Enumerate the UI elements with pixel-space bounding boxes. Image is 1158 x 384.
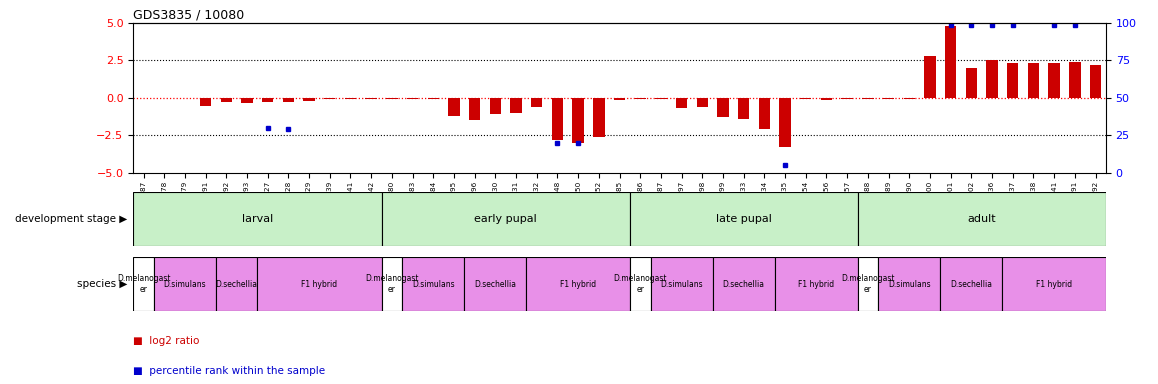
Text: F1 hybrid: F1 hybrid: [1036, 280, 1072, 289]
Bar: [448, 98, 460, 116]
Text: development stage ▶: development stage ▶: [15, 214, 127, 224]
Bar: [630, 257, 651, 311]
Bar: [1048, 63, 1060, 98]
Text: D.sechellia: D.sechellia: [475, 280, 516, 289]
Bar: [381, 257, 402, 311]
Bar: [324, 98, 336, 99]
Bar: [676, 98, 688, 108]
Text: F1 hybrid: F1 hybrid: [301, 280, 337, 289]
Bar: [800, 98, 812, 99]
Bar: [878, 257, 940, 311]
Bar: [345, 98, 357, 99]
Bar: [490, 98, 501, 114]
Bar: [779, 98, 791, 147]
Bar: [903, 98, 915, 99]
Bar: [945, 26, 957, 98]
Bar: [154, 257, 215, 311]
Bar: [842, 98, 853, 99]
Bar: [402, 257, 464, 311]
Bar: [1003, 257, 1106, 311]
Text: late pupal: late pupal: [716, 214, 771, 224]
Text: early pupal: early pupal: [475, 214, 537, 224]
Bar: [221, 98, 232, 103]
Bar: [532, 98, 542, 107]
Text: D.melanogast
er: D.melanogast er: [117, 275, 170, 294]
Text: adult: adult: [967, 214, 996, 224]
Bar: [215, 257, 257, 311]
Bar: [262, 98, 273, 102]
Bar: [366, 98, 376, 99]
Text: D.sechellia: D.sechellia: [951, 280, 992, 289]
Bar: [821, 98, 833, 100]
Bar: [738, 98, 749, 119]
Text: GDS3835 / 10080: GDS3835 / 10080: [133, 9, 244, 22]
Bar: [283, 98, 294, 103]
Bar: [469, 98, 481, 121]
Text: D.melanogast
er: D.melanogast er: [614, 275, 667, 294]
Bar: [858, 257, 878, 311]
Bar: [1069, 62, 1080, 98]
Bar: [381, 192, 630, 246]
Bar: [200, 98, 211, 106]
Bar: [651, 257, 712, 311]
Bar: [863, 98, 873, 99]
Text: D.simulans: D.simulans: [412, 280, 455, 289]
Bar: [241, 98, 252, 103]
Bar: [775, 257, 858, 311]
Bar: [1090, 65, 1101, 98]
Bar: [464, 257, 527, 311]
Bar: [966, 68, 977, 98]
Bar: [630, 192, 858, 246]
Text: D.simulans: D.simulans: [660, 280, 703, 289]
Text: D.sechellia: D.sechellia: [723, 280, 764, 289]
Bar: [386, 98, 397, 99]
Bar: [406, 98, 418, 99]
Bar: [572, 98, 584, 143]
Bar: [858, 192, 1106, 246]
Bar: [655, 98, 667, 99]
Text: species ▶: species ▶: [76, 279, 127, 289]
Text: D.melanogast
er: D.melanogast er: [841, 275, 895, 294]
Bar: [133, 192, 381, 246]
Text: D.simulans: D.simulans: [163, 280, 206, 289]
Bar: [924, 56, 936, 98]
Bar: [593, 98, 604, 137]
Bar: [758, 98, 770, 129]
Text: larval: larval: [242, 214, 273, 224]
Text: ■  log2 ratio: ■ log2 ratio: [133, 336, 199, 346]
Text: F1 hybrid: F1 hybrid: [798, 280, 834, 289]
Text: F1 hybrid: F1 hybrid: [560, 280, 596, 289]
Bar: [257, 257, 381, 311]
Bar: [511, 98, 522, 113]
Bar: [303, 98, 315, 101]
Bar: [987, 61, 998, 98]
Bar: [614, 98, 625, 100]
Bar: [635, 98, 646, 99]
Bar: [1028, 63, 1039, 98]
Text: D.simulans: D.simulans: [888, 280, 931, 289]
Bar: [1007, 63, 1018, 98]
Bar: [712, 257, 775, 311]
Bar: [717, 98, 728, 118]
Bar: [940, 257, 1003, 311]
Text: ■  percentile rank within the sample: ■ percentile rank within the sample: [133, 366, 325, 376]
Bar: [551, 98, 563, 140]
Bar: [133, 257, 154, 311]
Bar: [697, 98, 708, 107]
Bar: [527, 257, 630, 311]
Text: D.sechellia: D.sechellia: [215, 280, 257, 289]
Bar: [882, 98, 894, 99]
Bar: [427, 98, 439, 99]
Text: D.melanogast
er: D.melanogast er: [365, 275, 419, 294]
